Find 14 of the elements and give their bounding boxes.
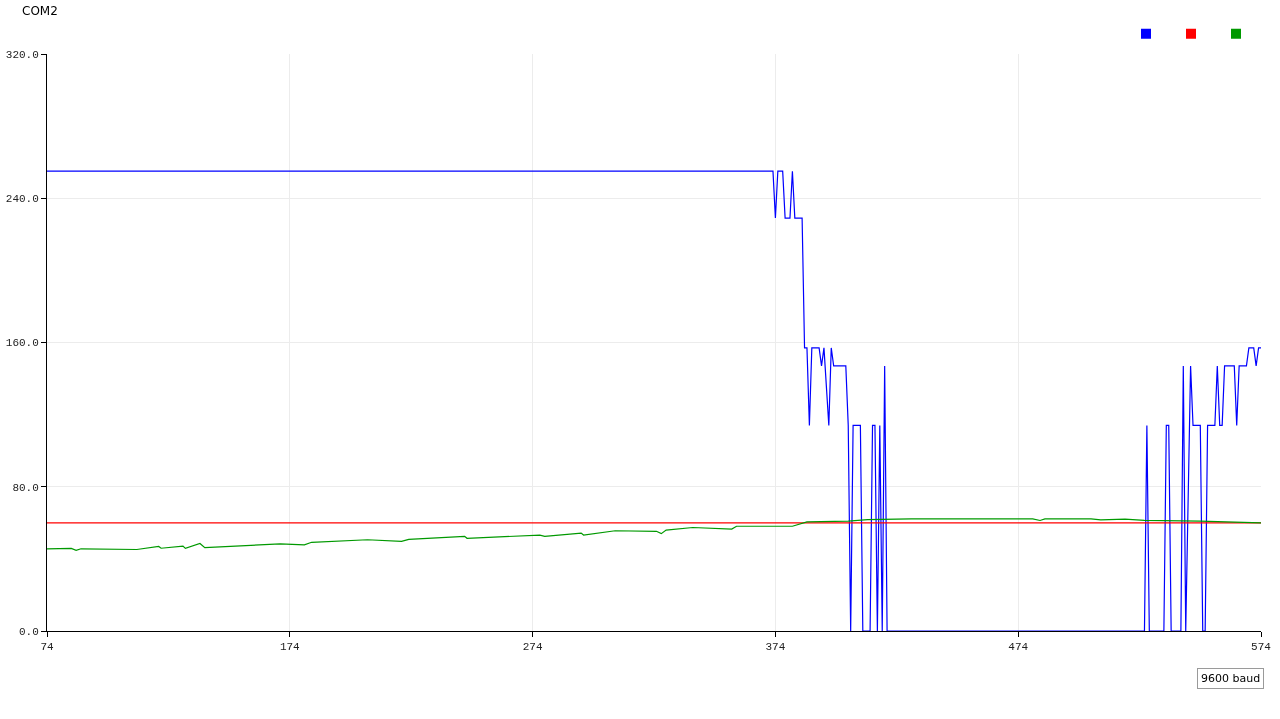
line-series — [47, 518, 1261, 551]
x-tick-label: 174 — [279, 641, 301, 654]
x-tick-label: 274 — [522, 641, 543, 654]
y-tick-label: 80.0 — [12, 481, 39, 494]
chart-title: COM2 — [22, 4, 58, 19]
x-tick-label: 474 — [1008, 641, 1029, 654]
text: 9600 baud — [1201, 672, 1261, 685]
y-tick-label: 0.0 — [18, 625, 39, 638]
y-tick-label: 240.0 — [5, 193, 39, 206]
x-tick-label: 374 — [765, 641, 786, 654]
x-tick-label: 574 — [1251, 641, 1272, 654]
x-tick-label: 74 — [40, 641, 54, 654]
y-tick-label: 160.0 — [5, 337, 39, 350]
y-tick-label: 320.0 — [5, 48, 39, 61]
